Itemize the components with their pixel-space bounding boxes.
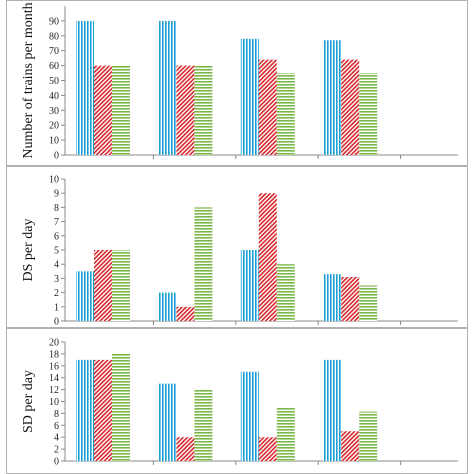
y-tick-label: 18 xyxy=(49,349,59,360)
y-tick-label: 1 xyxy=(54,302,59,313)
y-tick-label: 20 xyxy=(49,121,59,132)
bar-series3-group4 xyxy=(359,73,378,155)
bar-series2-group4 xyxy=(341,59,360,155)
y-tick-label: 9 xyxy=(54,189,59,200)
y-axis-title: DS per day xyxy=(21,219,36,282)
bar-series1-group4 xyxy=(323,359,342,461)
bar-series1-group1 xyxy=(76,359,94,461)
y-tick-label: 0 xyxy=(54,457,59,468)
y-tick-label: 8 xyxy=(54,203,59,214)
y-tick-label: 10 xyxy=(49,397,59,408)
y-tick-label: 5 xyxy=(54,246,59,257)
y-tick-label: 4 xyxy=(54,260,59,271)
bar-series3-group4 xyxy=(359,411,378,461)
bar-series1-group4 xyxy=(323,40,342,155)
bar-series1-group2 xyxy=(158,20,177,156)
bar-series2-group4 xyxy=(341,431,360,461)
y-tick-label: 6 xyxy=(54,421,59,432)
y-tick-label: 0 xyxy=(54,317,59,328)
y-tick-label: 14 xyxy=(49,373,59,384)
y-tick-label: 7 xyxy=(54,217,59,228)
bar-series3-group2 xyxy=(194,65,213,155)
y-tick-label: 70 xyxy=(49,46,59,57)
y-axis-title: SD per day xyxy=(21,370,36,433)
bar-series2-group2 xyxy=(176,437,195,461)
bar-series1-group1 xyxy=(76,271,94,321)
y-tick-label: 10 xyxy=(49,175,59,186)
bar-series2-group3 xyxy=(258,437,277,461)
chart-panel-2: 0 1 2 3 4 5 6 7 8 9 10 DS per day xyxy=(6,166,468,328)
y-tick-label: 8 xyxy=(54,409,59,420)
y-tick-label: 2 xyxy=(54,445,59,456)
bar-series3-group3 xyxy=(276,264,295,321)
y-tick-label: 12 xyxy=(49,385,59,396)
y-tick-label: 40 xyxy=(49,91,59,102)
y-tick-label: 3 xyxy=(54,274,59,285)
bar-series3-group1 xyxy=(112,353,130,461)
bar-series3-group2 xyxy=(194,389,213,461)
bar-series1-group1 xyxy=(76,20,94,156)
y-tick-label: 50 xyxy=(49,76,59,87)
bar-series2-group1 xyxy=(94,250,112,321)
y-tick-label: 20 xyxy=(49,338,59,349)
panel-border xyxy=(6,328,468,474)
bar-series1-group2 xyxy=(158,383,177,461)
bar-series1-group4 xyxy=(323,274,342,321)
bar-series1-group3 xyxy=(240,250,259,321)
bar-series3-group1 xyxy=(112,65,130,155)
bar-series2-group1 xyxy=(94,65,112,155)
bar-series1-group3 xyxy=(240,371,259,461)
y-tick-label: 2 xyxy=(54,288,59,299)
panel-border xyxy=(6,166,468,328)
bar-series3-group2 xyxy=(194,207,213,321)
y-tick-label: 16 xyxy=(49,361,59,372)
bar-series2-group4 xyxy=(341,276,360,321)
bar-series2-group3 xyxy=(258,59,277,155)
panel-border xyxy=(6,0,468,166)
y-tick-label: 6 xyxy=(54,231,59,242)
bar-series2-group3 xyxy=(258,193,277,321)
chart-panel-1: 0 10 20 30 40 50 60 70 80 90 Number of trains per … xyxy=(6,0,468,166)
y-axis-title: Number of trains per month xyxy=(21,2,36,158)
bar-series3-group3 xyxy=(276,407,295,461)
bar-series2-group2 xyxy=(176,306,195,321)
y-tick-label: 10 xyxy=(49,136,59,147)
bar-series2-group1 xyxy=(94,359,112,461)
y-tick-label: 60 xyxy=(49,61,59,72)
y-tick-label: 4 xyxy=(54,433,59,444)
bar-series2-group2 xyxy=(176,65,195,155)
bar-series1-group2 xyxy=(158,292,177,321)
bar-series1-group3 xyxy=(240,38,259,155)
y-tick-label: 30 xyxy=(49,106,59,117)
y-tick-label: 80 xyxy=(49,31,59,42)
bar-series3-group1 xyxy=(112,250,130,321)
y-tick-label: 90 xyxy=(49,16,59,27)
bar-series3-group4 xyxy=(359,285,378,321)
bar-series3-group3 xyxy=(276,73,295,155)
y-tick-label: 0 xyxy=(54,151,59,162)
